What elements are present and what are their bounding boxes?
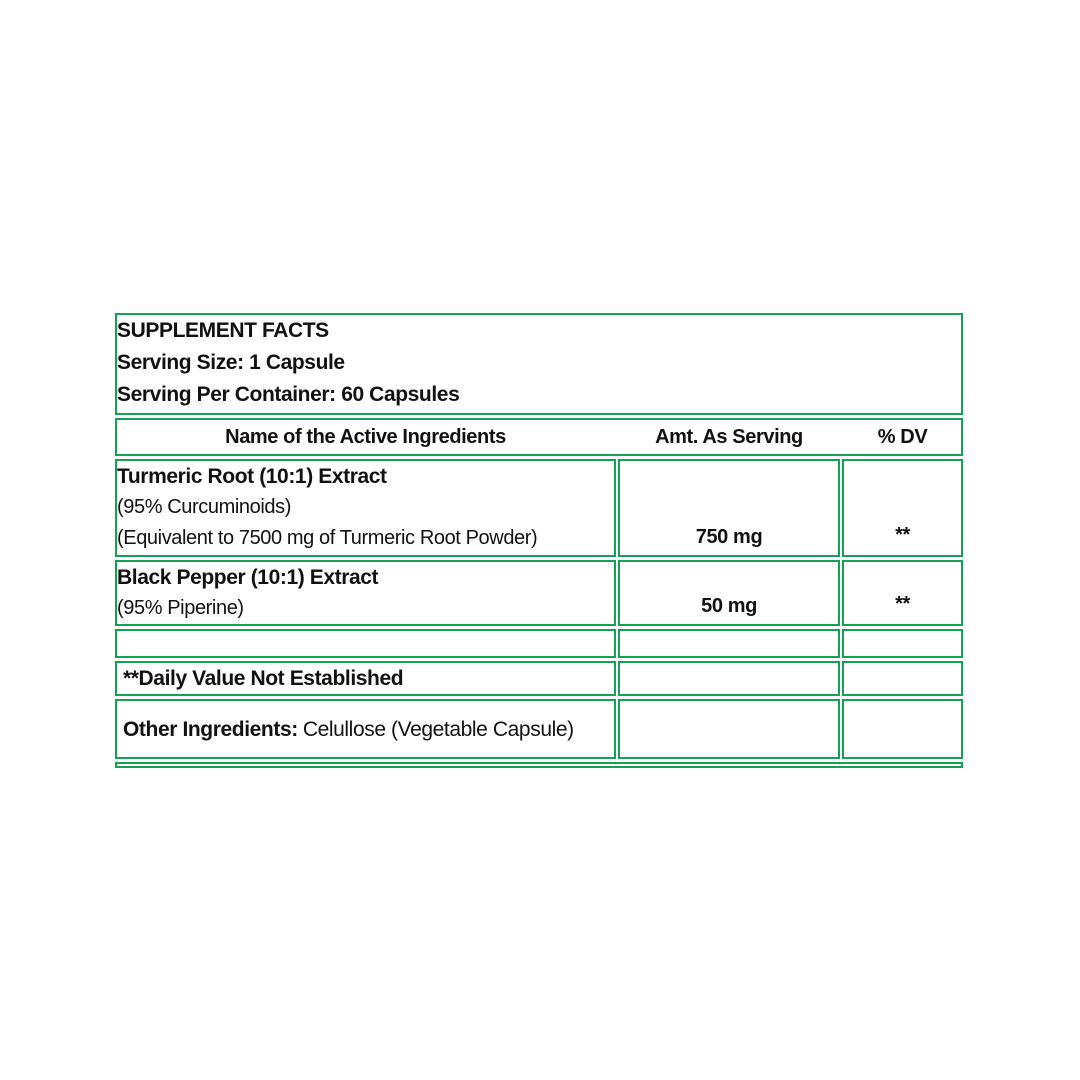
column-header-row: Name of the Active Ingredients Amt. As S… bbox=[115, 418, 963, 456]
column-header-bar: Name of the Active Ingredients Amt. As S… bbox=[115, 418, 963, 456]
empty-cell bbox=[115, 629, 616, 658]
ingredient-dv: ** bbox=[895, 593, 910, 615]
label-title: SUPPLEMENT FACTS bbox=[117, 319, 329, 342]
column-headers: Name of the Active Ingredients Amt. As S… bbox=[117, 420, 961, 454]
footnote-row: **Daily Value Not Established bbox=[115, 661, 963, 696]
ingredient-detail: (95% Curcuminoids) bbox=[117, 496, 291, 518]
ingredient-row-turmeric: Turmeric Root (10:1) Extract (95% Curcum… bbox=[115, 459, 963, 557]
info-row: SUPPLEMENT FACTS Serving Size: 1 Capsule… bbox=[115, 313, 963, 415]
supplement-facts-table: SUPPLEMENT FACTS Serving Size: 1 Capsule… bbox=[113, 310, 965, 771]
other-ingredients-row: Other Ingredients: Celullose (Vegetable C… bbox=[115, 699, 963, 759]
ingredient-amount: 50 mg bbox=[701, 595, 757, 617]
ingredient-detail: (Equivalent to 7500 mg of Turmeric Root … bbox=[117, 527, 538, 549]
bottom-bar-row bbox=[115, 762, 963, 768]
empty-cell bbox=[842, 629, 963, 658]
column-header-name: Name of the Active Ingredients bbox=[225, 425, 506, 448]
ingredient-name-cell: Black Pepper (10:1) Extract (95% Piperin… bbox=[115, 560, 616, 626]
bottom-green-bar bbox=[115, 762, 963, 768]
ingredient-dv-cell: ** bbox=[842, 560, 963, 626]
empty-cell bbox=[618, 629, 840, 658]
other-ingredients: Other Ingredients: Celullose (Vegetable C… bbox=[117, 714, 614, 745]
ingredient-name: Turmeric Root (10:1) Extract bbox=[117, 465, 387, 488]
empty-cell bbox=[618, 699, 840, 759]
ingredient-name-cell: Turmeric Root (10:1) Extract (95% Curcum… bbox=[115, 459, 616, 557]
other-ingredients-label: Other Ingredients: bbox=[123, 717, 298, 741]
ingredient-amount-cell: 50 mg bbox=[618, 560, 840, 626]
other-ingredients-value: Celullose (Vegetable Capsule) bbox=[302, 717, 574, 741]
info-box: SUPPLEMENT FACTS Serving Size: 1 Capsule… bbox=[115, 313, 963, 415]
footnote-cell: **Daily Value Not Established bbox=[115, 661, 616, 696]
ingredient-name: Black Pepper (10:1) Extract bbox=[117, 566, 379, 589]
serving-per-container: Serving Per Container: 60 Capsules bbox=[117, 383, 460, 406]
column-header-amount: Amt. As Serving bbox=[655, 425, 803, 448]
daily-value-footnote: **Daily Value Not Established bbox=[123, 667, 404, 690]
empty-cell bbox=[842, 699, 963, 759]
ingredient-dv: ** bbox=[895, 524, 910, 546]
ingredient-row-black-pepper: Black Pepper (10:1) Extract (95% Piperin… bbox=[115, 560, 963, 626]
ingredient-amount-cell: 750 mg bbox=[618, 459, 840, 557]
ingredient-dv-cell: ** bbox=[842, 459, 963, 557]
ingredient-amount: 750 mg bbox=[695, 526, 763, 548]
serving-size: Serving Size: 1 Capsule bbox=[117, 351, 345, 374]
empty-row bbox=[115, 629, 963, 658]
other-ingredients-cell: Other Ingredients: Celullose (Vegetable C… bbox=[115, 699, 616, 759]
ingredient-detail: (95% Piperine) bbox=[117, 597, 244, 619]
empty-cell bbox=[618, 661, 840, 696]
column-header-dv: % DV bbox=[877, 425, 928, 448]
empty-cell bbox=[842, 661, 963, 696]
